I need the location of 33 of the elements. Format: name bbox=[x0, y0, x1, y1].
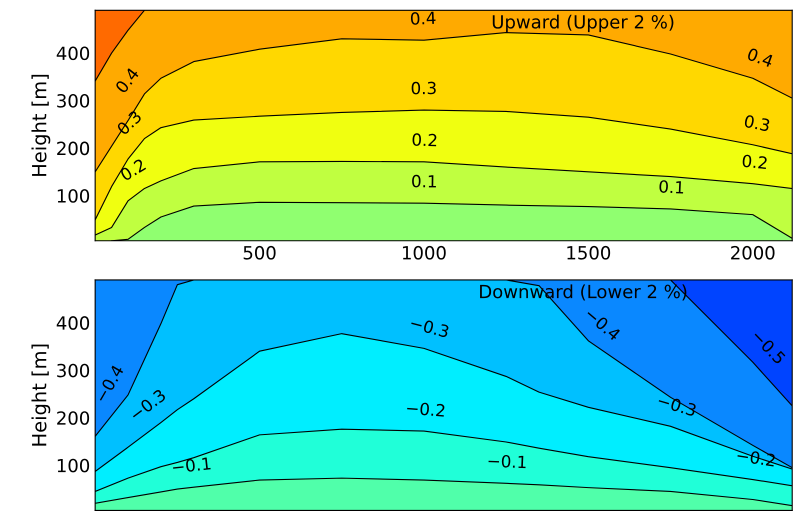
annotation: −0.3 bbox=[410, 316, 450, 338]
annotation: 0.1 bbox=[659, 180, 684, 194]
annotation: 0.2 bbox=[742, 154, 768, 170]
annotation: 0.2 bbox=[412, 133, 437, 147]
y-tick-label: 100 bbox=[58, 458, 90, 472]
y-axis-title: Height [m] bbox=[31, 344, 50, 446]
annotation: −0.3 bbox=[657, 394, 697, 417]
y-axis-title: Height [m] bbox=[31, 74, 50, 176]
annotation: 0.1 bbox=[412, 174, 436, 188]
y-tick-label: 400 bbox=[56, 46, 90, 60]
chart-title: Upward (Upper 2 %) bbox=[492, 14, 674, 32]
annotation: −0.3 bbox=[129, 388, 166, 422]
annotation: 0.2 bbox=[119, 158, 146, 182]
annotation: 0.4 bbox=[114, 66, 140, 94]
annotation: 0.4 bbox=[410, 11, 436, 25]
annotation: 0.3 bbox=[116, 110, 142, 136]
x-tick-label: 2000 bbox=[731, 246, 775, 260]
y-tick-label: 300 bbox=[57, 94, 90, 108]
y-tick-label: 200 bbox=[57, 142, 90, 156]
y-tick-label: 400 bbox=[56, 316, 90, 330]
annotation: −0.4 bbox=[584, 307, 622, 342]
x-tick-label: 1000 bbox=[402, 246, 446, 260]
annotation: 0.4 bbox=[746, 47, 774, 68]
y-tick-label: 100 bbox=[58, 189, 90, 203]
y-tick-label: 300 bbox=[57, 364, 90, 378]
y-tick-label: 200 bbox=[57, 411, 90, 425]
x-tick-label: 1500 bbox=[567, 246, 610, 260]
annotation: −0.1 bbox=[172, 456, 211, 474]
annotation: −0.1 bbox=[488, 454, 526, 468]
annotation: 0.3 bbox=[412, 82, 436, 94]
annotation: 0.3 bbox=[744, 114, 770, 132]
annotation: −0.2 bbox=[406, 401, 445, 417]
x-tick-label: 500 bbox=[244, 246, 276, 260]
